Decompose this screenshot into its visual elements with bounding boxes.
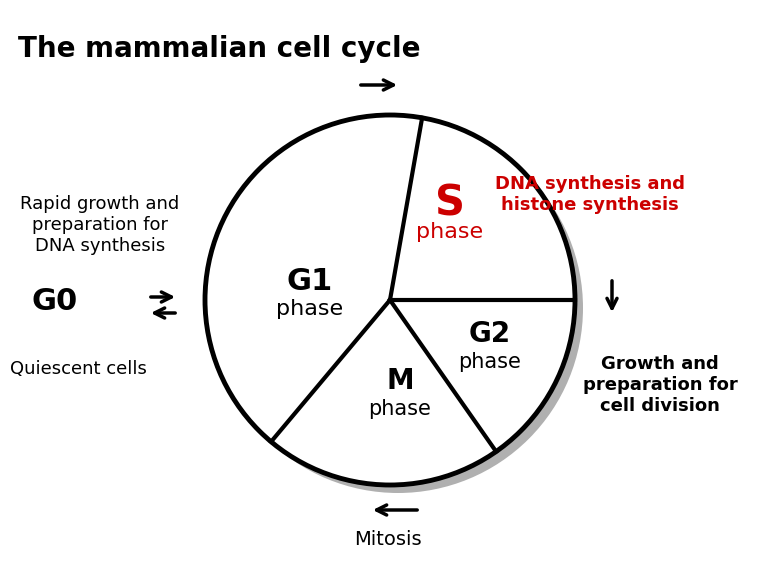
Text: S: S	[435, 183, 465, 225]
Text: phase: phase	[369, 399, 431, 419]
Text: The mammalian cell cycle: The mammalian cell cycle	[18, 35, 421, 63]
Text: Growth and
preparation for
cell division: Growth and preparation for cell division	[583, 355, 738, 415]
Text: G2: G2	[469, 320, 511, 348]
Text: phase: phase	[277, 299, 344, 319]
Circle shape	[213, 123, 583, 493]
Text: G1: G1	[287, 266, 333, 295]
Text: Rapid growth and
preparation for
DNA synthesis: Rapid growth and preparation for DNA syn…	[21, 195, 180, 255]
Text: Mitosis: Mitosis	[354, 530, 422, 549]
Text: G0: G0	[32, 288, 78, 317]
Text: phase: phase	[417, 222, 484, 242]
Text: Quiescent cells: Quiescent cells	[10, 360, 146, 378]
Circle shape	[205, 115, 575, 485]
Text: M: M	[386, 367, 414, 395]
Text: phase: phase	[459, 352, 521, 372]
Text: DNA synthesis and
histone synthesis: DNA synthesis and histone synthesis	[495, 175, 685, 214]
